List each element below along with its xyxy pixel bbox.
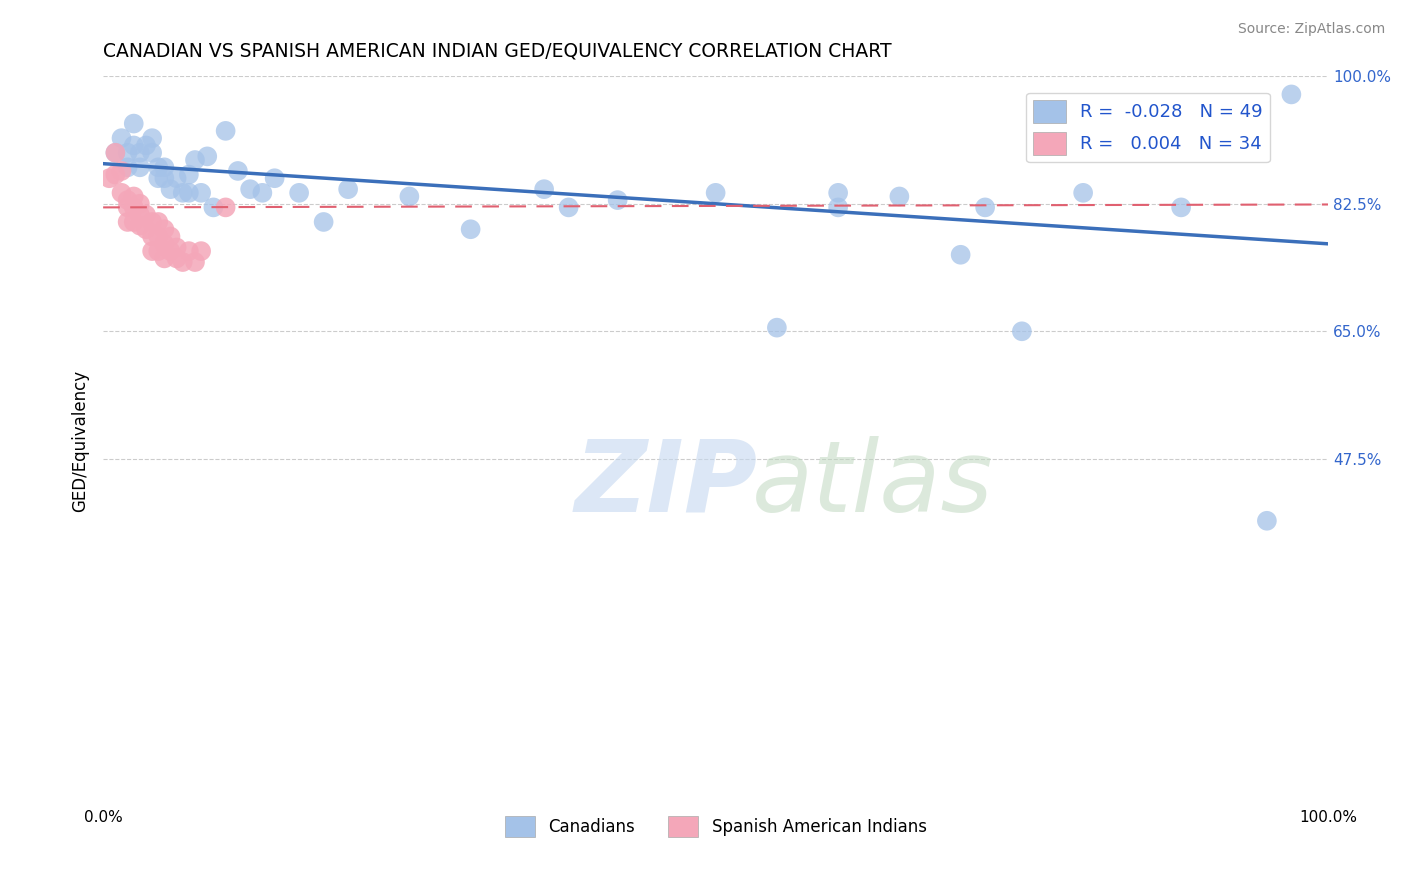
Point <box>177 186 200 200</box>
Point <box>704 186 727 200</box>
Point <box>398 189 420 203</box>
Text: CANADIAN VS SPANISH AMERICAN INDIAN GED/EQUIVALENCY CORRELATION CHART: CANADIAN VS SPANISH AMERICAN INDIAN GED/… <box>103 42 891 61</box>
Point <box>110 131 132 145</box>
Point <box>117 145 139 160</box>
Point <box>104 145 127 160</box>
Point <box>177 168 200 182</box>
Point <box>533 182 555 196</box>
Point <box>104 145 127 160</box>
Point <box>104 168 127 182</box>
Point <box>288 186 311 200</box>
Point <box>153 222 176 236</box>
Point <box>214 124 236 138</box>
Point <box>141 131 163 145</box>
Point <box>190 244 212 259</box>
Point <box>195 149 218 163</box>
Point <box>166 171 188 186</box>
Point <box>148 215 170 229</box>
Point <box>460 222 482 236</box>
Point <box>141 229 163 244</box>
Point <box>128 208 150 222</box>
Point <box>557 200 579 214</box>
Point <box>889 189 911 203</box>
Point <box>117 161 139 175</box>
Point <box>135 222 157 236</box>
Point <box>1011 324 1033 338</box>
Point <box>827 186 849 200</box>
Point <box>1279 87 1302 102</box>
Point <box>312 215 335 229</box>
Point <box>141 244 163 259</box>
Point <box>148 229 170 244</box>
Point <box>827 200 849 214</box>
Y-axis label: GED/Equivalency: GED/Equivalency <box>72 369 89 512</box>
Point <box>128 161 150 175</box>
Point <box>153 161 176 175</box>
Point <box>122 138 145 153</box>
Point <box>337 182 360 196</box>
Point <box>214 200 236 214</box>
Point <box>122 189 145 203</box>
Text: Source: ZipAtlas.com: Source: ZipAtlas.com <box>1237 22 1385 37</box>
Point <box>148 161 170 175</box>
Point <box>141 145 163 160</box>
Point <box>184 255 207 269</box>
Point <box>1071 186 1094 200</box>
Point <box>117 200 139 214</box>
Point <box>252 186 274 200</box>
Point <box>153 171 176 186</box>
Point <box>606 193 628 207</box>
Point <box>135 208 157 222</box>
Point <box>159 229 181 244</box>
Point <box>117 193 139 207</box>
Point <box>1170 200 1192 214</box>
Point <box>159 244 181 259</box>
Point <box>239 182 262 196</box>
Point <box>166 252 188 266</box>
Point <box>202 200 225 214</box>
Point <box>1256 514 1278 528</box>
Point <box>141 215 163 229</box>
Point <box>110 164 132 178</box>
Point <box>148 171 170 186</box>
Point <box>172 255 194 269</box>
Point <box>166 240 188 254</box>
Text: ZIP: ZIP <box>575 436 758 533</box>
Legend: Canadians, Spanish American Indians: Canadians, Spanish American Indians <box>498 809 934 844</box>
Point <box>110 186 132 200</box>
Point <box>128 145 150 160</box>
Point <box>122 200 145 214</box>
Point <box>135 138 157 153</box>
Point <box>226 164 249 178</box>
Point <box>974 200 997 214</box>
Point <box>128 196 150 211</box>
Point <box>949 248 972 262</box>
Point <box>153 236 176 251</box>
Point <box>117 215 139 229</box>
Point <box>153 252 176 266</box>
Point <box>263 171 285 186</box>
Point <box>159 182 181 196</box>
Text: atlas: atlas <box>752 436 994 533</box>
Point <box>177 244 200 259</box>
Point <box>122 215 145 229</box>
Point <box>128 219 150 233</box>
Point <box>172 186 194 200</box>
Point <box>122 117 145 131</box>
Point <box>184 153 207 167</box>
Point <box>148 244 170 259</box>
Point <box>98 171 121 186</box>
Point <box>766 320 789 334</box>
Point <box>190 186 212 200</box>
